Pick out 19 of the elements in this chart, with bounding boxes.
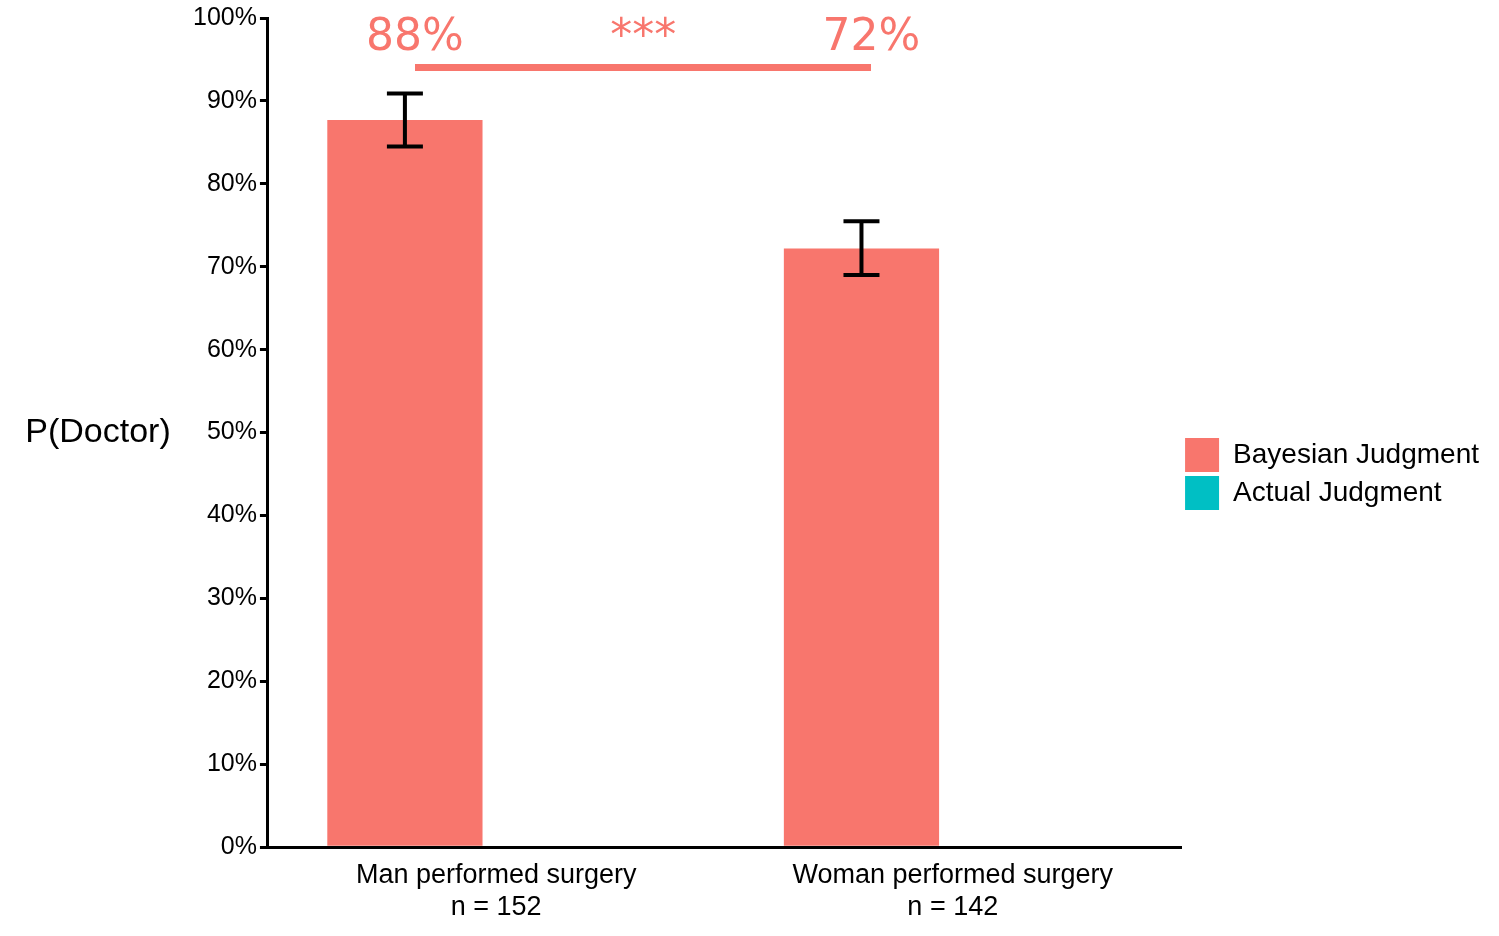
y-tick-label: 10% (206, 748, 257, 777)
x-tick-label: Man performed surgery n = 152 (355, 858, 638, 922)
y-tick-label: 0% (220, 831, 257, 860)
annotation: 72% (822, 9, 921, 60)
annotation: *** (610, 9, 677, 60)
y-tick-label: 70% (206, 250, 257, 279)
y-tick-label: 30% (206, 582, 257, 611)
y-tick-label: 40% (206, 499, 257, 528)
y-tick-label: 20% (206, 665, 257, 694)
annotation: 88% (366, 9, 464, 60)
y-tick-label: 100% (192, 1, 257, 30)
y-tick-label: 80% (206, 167, 257, 196)
y-axis-title: P(Doctor) (25, 410, 171, 449)
x-tick-label: Woman performed surgery n = 142 (792, 858, 1114, 922)
legend-label: Bayesian Judgment (1233, 437, 1480, 469)
y-tick-label: 50% (206, 416, 257, 445)
y-tick-label: 60% (206, 333, 257, 362)
legend-label: Actual Judgment (1233, 475, 1442, 507)
y-tick-label: 90% (206, 84, 257, 113)
